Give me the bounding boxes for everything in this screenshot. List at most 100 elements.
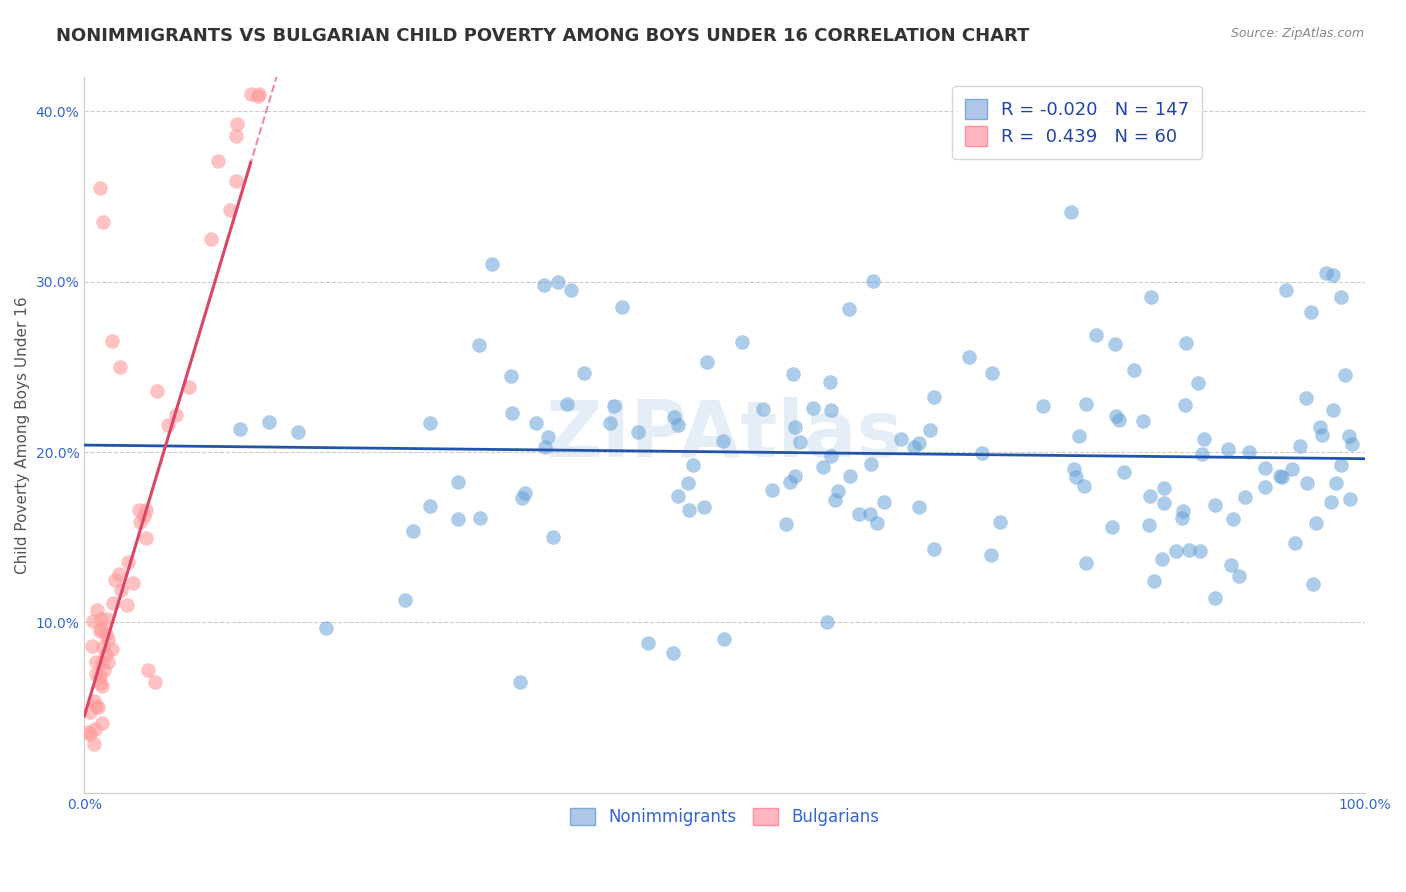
Point [678,503,700,517]
Point [972,446,994,460]
Point [859,457,882,471]
Point [219,202,242,217]
Point [315,621,337,635]
Point [1341,436,1364,450]
Point [1139,489,1161,503]
Point [84,656,107,670]
Point [513,485,536,500]
Y-axis label: Child Poverty Among Boys Under 16: Child Poverty Among Boys Under 16 [15,296,30,574]
Point [101,596,124,610]
Point [524,416,547,430]
Text: Source: ZipAtlas.com: Source: ZipAtlas.com [1230,27,1364,40]
Point [117,598,139,612]
Point [1253,461,1275,475]
Point [751,401,773,416]
Point [91,656,114,670]
Point [922,542,945,557]
Point [90,715,112,730]
Point [501,369,523,384]
Point [79,705,101,719]
Point [96,612,118,626]
Point [1296,476,1319,491]
Point [1112,466,1135,480]
Point [1322,402,1344,417]
Point [91,640,114,654]
Point [711,434,734,449]
Point [682,458,704,472]
Point [666,417,689,432]
Point [225,174,247,188]
Point [1322,268,1344,282]
Point [1140,290,1163,304]
Point [1275,283,1298,297]
Point [666,489,689,503]
Point [908,436,931,450]
Text: ZIPAtlas: ZIPAtlas [546,397,903,473]
Point [402,524,425,539]
Text: NONIMMIGRANTS VS BULGARIAN CHILD POVERTY AMONG BOYS UNDER 16 CORRELATION CHART: NONIMMIGRANTS VS BULGARIAN CHILD POVERTY… [56,27,1029,45]
Point [907,500,929,514]
Point [259,415,281,429]
Point [86,602,108,616]
Point [1074,556,1097,570]
Point [1309,419,1331,434]
Point [980,548,1002,562]
Point [1254,480,1277,494]
Point [848,507,870,521]
Point [1171,504,1194,518]
Point [135,531,157,545]
Point [1150,551,1173,566]
Point [1191,447,1213,461]
Point [560,283,582,297]
Point [693,500,716,514]
Point [1204,499,1226,513]
Point [637,636,659,650]
Point [165,408,187,422]
Point [1073,479,1095,493]
Point [510,491,533,505]
Point [533,278,555,293]
Point [664,409,686,424]
Point [1220,558,1243,572]
Point [547,275,569,289]
Point [1189,544,1212,558]
Point [827,484,849,499]
Point [90,612,112,626]
Point [988,515,1011,529]
Point [866,516,889,531]
Point [676,475,699,490]
Point [1237,444,1260,458]
Point [225,117,247,131]
Point [1234,490,1257,504]
Point [84,667,107,681]
Point [1032,399,1054,413]
Point [240,87,263,102]
Point [1289,439,1312,453]
Point [789,435,811,450]
Point [603,399,626,413]
Point [1295,392,1317,406]
Point [1153,481,1175,495]
Point [101,334,124,349]
Point [146,384,169,398]
Point [858,508,880,522]
Point [96,647,118,661]
Point [501,407,523,421]
Point [89,624,111,638]
Point [1334,368,1357,383]
Point [1064,470,1087,484]
Point [1063,461,1085,475]
Point [96,627,118,641]
Point [247,89,270,103]
Point [818,376,841,390]
Point [93,215,115,229]
Point [779,475,801,489]
Point [815,615,838,630]
Point [1137,517,1160,532]
Point [555,396,578,410]
Point [1166,544,1188,558]
Point [87,700,110,714]
Point [101,642,124,657]
Point [97,632,120,646]
Point [249,87,271,102]
